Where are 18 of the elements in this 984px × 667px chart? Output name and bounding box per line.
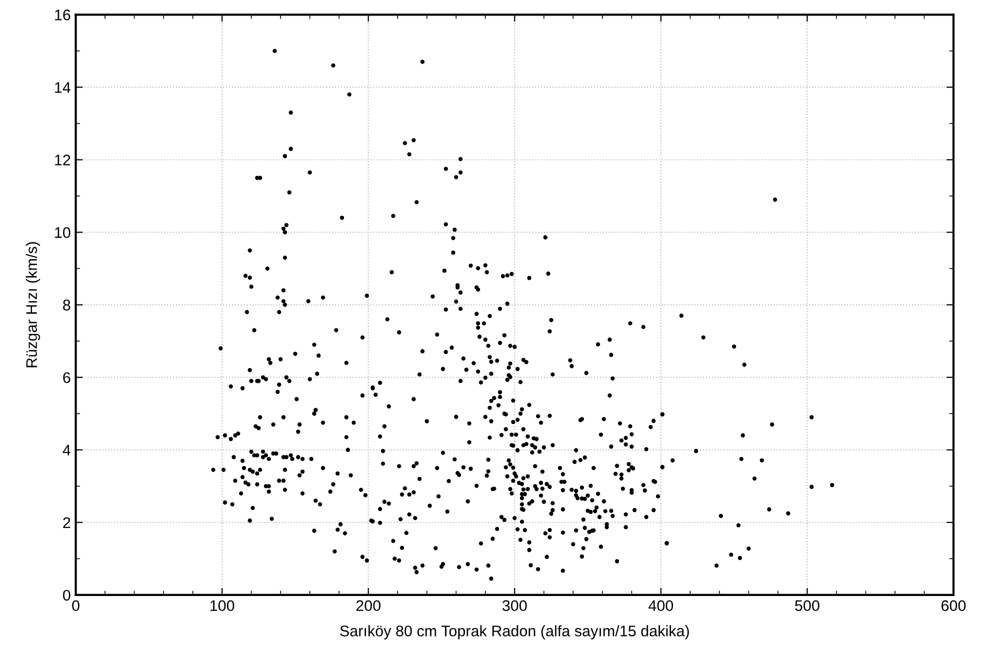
- x-tick-label: 100: [210, 600, 234, 612]
- x-tick-label: 200: [356, 600, 380, 612]
- x-tick-label: 400: [648, 600, 674, 612]
- x-tick-label: 600: [942, 600, 966, 612]
- y-tick-label: 6: [63, 372, 70, 384]
- y-tick-label: 0: [63, 590, 70, 601]
- x-tick-label: 0: [72, 600, 80, 612]
- x-tick-label: 300: [502, 600, 527, 612]
- x-tick-label: 500: [795, 600, 820, 612]
- y-tick-label: 8: [63, 300, 70, 311]
- x-axis-title: Sarıköy 80 cm Toprak Radon (alfa sayım/15 dakika): [340, 625, 689, 640]
- y-tick-label: 10: [55, 227, 70, 238]
- y-tick-label: 12: [55, 154, 70, 166]
- y-tick-label: 16: [55, 10, 70, 20]
- y-axis-title: Rüzgar Hızı (km/s): [26, 242, 40, 368]
- y-tick-label: 2: [63, 517, 70, 528]
- y-tick-label: 14: [55, 82, 70, 93]
- y-tick-label: 4: [62, 444, 70, 456]
